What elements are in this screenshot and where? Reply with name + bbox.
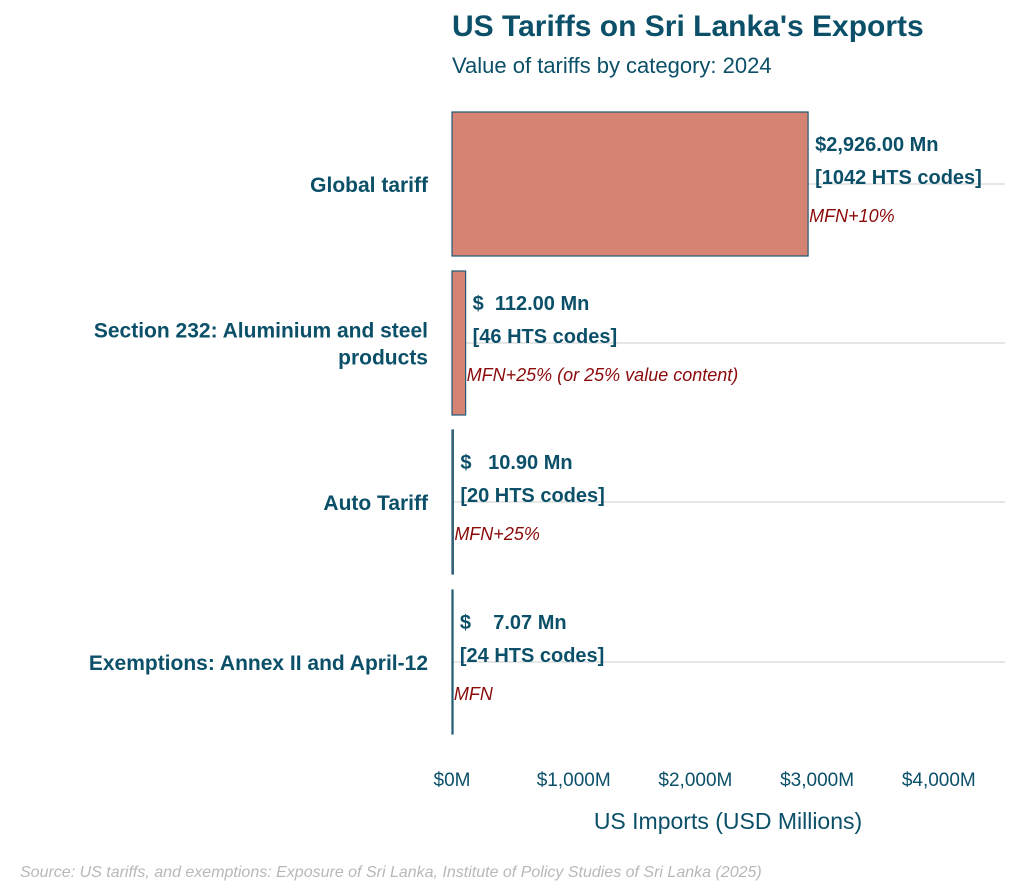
category-label: products <box>338 347 428 370</box>
source-note: Source: US tariffs, and exemptions: Expo… <box>20 864 762 881</box>
hts-codes-label: [46 HTS codes] <box>473 326 617 348</box>
bar <box>451 270 467 416</box>
tariff-note: MFN+25% <box>454 524 540 544</box>
x-tick-label: $4,000M <box>902 770 976 791</box>
x-tick-label: $1,000M <box>537 770 611 791</box>
value-label: $ 7.07 Mn <box>460 612 567 634</box>
category-label: Global tariff <box>310 174 429 197</box>
bar <box>451 429 454 575</box>
value-label: $2,926.00 Mn <box>815 134 938 156</box>
category-label: Exemptions: Annex II and April-12 <box>89 652 428 675</box>
chart-title: US Tariffs on Sri Lanka's Exports <box>452 10 924 43</box>
bar <box>451 111 809 257</box>
hts-codes-label: [1042 HTS codes] <box>815 167 982 189</box>
chart-subtitle: Value of tariffs by category: 2024 <box>452 53 772 78</box>
x-tick-label: $2,000M <box>658 770 732 791</box>
value-label: $ 112.00 Mn <box>473 293 590 315</box>
tariff-note: MFN+25% (or 25% value content) <box>467 365 739 385</box>
tariff-note: MFN+10% <box>809 206 895 226</box>
tariff-note: MFN <box>454 684 494 704</box>
hts-codes-label: [20 HTS codes] <box>460 485 604 507</box>
bar <box>451 589 454 735</box>
category-label: Section 232: Aluminium and steel <box>94 320 428 343</box>
x-tick-label: $0M <box>434 770 471 791</box>
x-axis-label: US Imports (USD Millions) <box>594 808 862 834</box>
category-label: Auto Tariff <box>323 492 429 515</box>
value-label: $ 10.90 Mn <box>460 452 572 474</box>
hts-codes-label: [24 HTS codes] <box>460 645 604 667</box>
x-tick-label: $3,000M <box>780 770 854 791</box>
